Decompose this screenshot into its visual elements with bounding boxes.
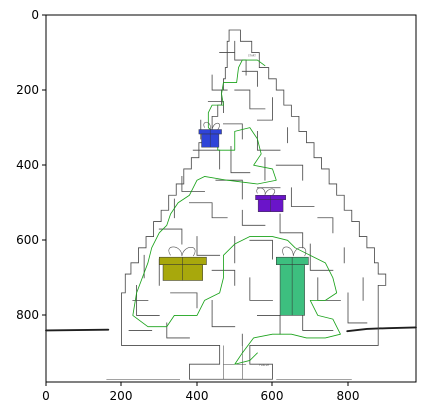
christmas-tree-maze: START FINISH xyxy=(45,29,417,380)
y-axis: 0 200 400 600 800 xyxy=(16,8,46,322)
x-axis: 0 200 400 600 800 xyxy=(42,382,359,403)
y-tick-label: 400 xyxy=(16,158,39,172)
finish-label: FINISH xyxy=(259,363,269,367)
gift-box-icon xyxy=(255,187,286,212)
x-tick-label: 600 xyxy=(261,389,284,403)
y-tick-label: 0 xyxy=(31,8,39,22)
x-tick-label: 400 xyxy=(186,389,209,403)
ground-line xyxy=(45,326,417,333)
y-tick-label: 600 xyxy=(16,233,39,247)
plot-frame xyxy=(45,14,417,383)
gift-box-icon xyxy=(158,246,207,281)
x-tick-label: 200 xyxy=(110,389,133,403)
y-tick-label: 200 xyxy=(16,83,39,97)
y-tick-label: 800 xyxy=(16,308,39,322)
start-label: START xyxy=(248,53,256,57)
x-tick-label: 800 xyxy=(337,389,360,403)
maze-inner-walls xyxy=(128,40,368,346)
x-tick-label: 0 xyxy=(42,389,50,403)
gift-box-icon xyxy=(198,121,222,148)
gift-box-icon xyxy=(276,246,309,316)
